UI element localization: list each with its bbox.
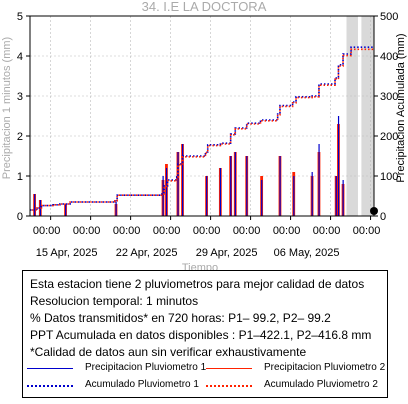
bar-p1-7 <box>177 152 179 216</box>
info-line-accumulated: PPT Acumulada en datos disponibles : P1–… <box>30 328 372 342</box>
x-tick-time-1: 00:00 <box>33 225 61 237</box>
bar-p1-3 <box>65 204 67 216</box>
x-tick-time-3: 00:00 <box>113 225 141 237</box>
info-box: Esta estacion tiene 2 pluviometros para … <box>22 270 388 398</box>
bar-p1-18 <box>318 144 320 216</box>
y-tick-label-4: 3 <box>17 91 23 103</box>
y-tick-label-6: 5 <box>17 11 23 23</box>
x-tick-date-4: 06 May, 2025 <box>274 247 340 259</box>
x-tick-time-6: 00:00 <box>233 225 261 237</box>
y2-axis-label: Precipitacion Acumulada (mm) <box>395 33 407 182</box>
y2-tick-label-4: 300 <box>380 91 398 103</box>
x-tick-time-5: 00:00 <box>193 225 221 237</box>
shaded-range-2 <box>361 16 374 216</box>
y2-tick-label-2: 100 <box>380 171 398 183</box>
bar-p1-10 <box>219 168 222 216</box>
x-tick-time-8: 00:00 <box>313 225 341 237</box>
acc-line-p2 <box>30 48 374 211</box>
chart-title: 34. I.E LA DOCTORA <box>142 0 267 14</box>
legend-swatch-p2-bars <box>206 368 252 369</box>
shaded-range-1 <box>346 16 358 216</box>
legend-swatch-p2-acc <box>206 385 252 387</box>
info-line-quality-note: *Calidad de datos aun sin verificar exha… <box>30 345 307 359</box>
bar-p1-4 <box>115 202 117 216</box>
x-tick-date-1: 15 Apr, 2025 <box>36 247 98 259</box>
plot-background <box>30 16 374 216</box>
y2-tick-label-5: 400 <box>380 51 398 63</box>
legend-swatch-p1-bars <box>27 368 73 369</box>
legend-item-p2-bars: Precipitacion Pluviometro 2 <box>206 362 386 376</box>
bars-layer <box>33 116 345 216</box>
legend-swatch-p1-acc <box>27 385 73 387</box>
bar-p1-19 <box>335 176 337 216</box>
bar-p1-1 <box>34 194 36 216</box>
acc-line-p1 <box>30 46 374 211</box>
bar-p1-15 <box>279 156 281 216</box>
y2-tick-label-1: 0 <box>380 211 386 223</box>
info-line-transmitted: % Datos transmitidos* en 720 horas: P1– … <box>30 311 331 325</box>
legend-label-p1-acc: Acumulado Pluviometro 1 <box>85 379 199 390</box>
legend-label-p1-bars: Precipitacion Pluviometro 1 <box>85 362 207 373</box>
y-tick-label-5: 4 <box>17 51 23 63</box>
bar-p1-16 <box>293 176 295 216</box>
legend-label-p2-acc: Acumulado Pluviometro 2 <box>264 379 378 390</box>
y-tick-label-3: 2 <box>17 131 23 143</box>
legend-item-p2-acc: Acumulado Pluviometro 2 <box>206 379 386 393</box>
legend-item-p1-bars: Precipitacion Pluviometro 1 <box>27 362 206 376</box>
end-marker-dot <box>370 207 378 215</box>
x-tick-date-2: 22 Apr, 2025 <box>116 247 178 259</box>
axes-layer: 0 1 2 3 4 5 0 100 200 300 400 500 00:00 00:00 00:00 00:… <box>17 11 398 259</box>
info-line-stations: Esta estacion tiene 2 pluviometros para … <box>30 277 365 291</box>
y2-tick-label-6: 500 <box>380 11 398 23</box>
legend-label-p2-bars: Precipitacion Pluviometro 2 <box>264 362 386 373</box>
accumulated-layer <box>30 46 374 211</box>
bar-p1-20 <box>337 116 340 216</box>
bar-p1-9 <box>206 176 208 216</box>
x-tick-time-7: 00:00 <box>273 225 301 237</box>
x-tick-date-3: 29 Apr, 2025 <box>196 247 258 259</box>
y2-tick-label-3: 200 <box>380 131 398 143</box>
plot-area <box>30 16 374 216</box>
info-line-resolution: Resolucion temporal: 1 minutos <box>30 294 199 308</box>
legend-item-p1-acc: Acumulado Pluviometro 1 <box>27 379 199 393</box>
y-tick-label-1: 0 <box>17 211 23 223</box>
y-axis-label: Precipitacion 1 minutos (mm) <box>1 37 13 179</box>
bar-p1-14 <box>261 180 263 216</box>
bar-p1-5 <box>162 176 164 216</box>
x-tick-time-4: 00:00 <box>153 225 181 237</box>
bar-p1-6 <box>165 168 168 216</box>
x-tick-time-9: 00:00 <box>353 225 381 237</box>
y-tick-label-2: 1 <box>17 171 23 183</box>
bar-p1-12 <box>234 152 236 216</box>
x-tick-time-2: 00:00 <box>73 225 101 237</box>
plot-frame <box>29 15 375 217</box>
bar-p1-11 <box>230 156 232 216</box>
bar-p1-13 <box>246 156 248 216</box>
bar-p1-8 <box>182 144 184 216</box>
bar-p1-21 <box>342 180 344 216</box>
bar-p1-17 <box>311 172 313 216</box>
